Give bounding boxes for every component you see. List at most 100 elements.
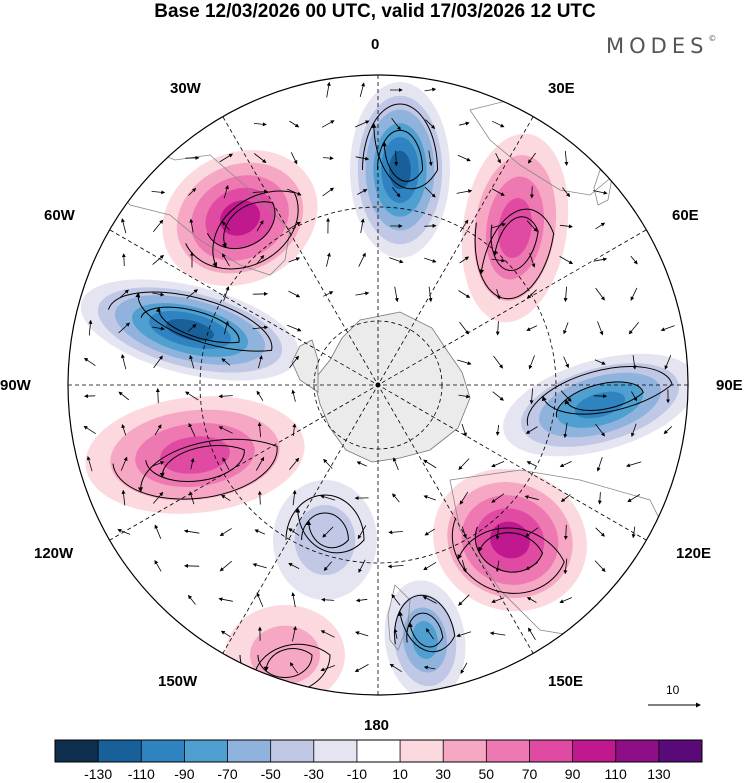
- colorbar-tick-label: 110: [604, 766, 627, 782]
- wind-vector: [323, 291, 334, 297]
- colorbar-tick-label: -10: [346, 766, 368, 782]
- anomaly-contour: [412, 621, 438, 659]
- wind-vector: [424, 87, 437, 92]
- wind-vector: [117, 528, 131, 535]
- south-pole-marker: [375, 382, 381, 388]
- wind-vector: [223, 320, 229, 335]
- anomaly-contour: [294, 505, 356, 575]
- wind-vector: [121, 423, 127, 436]
- wind-vector: [627, 494, 641, 503]
- colorbar-box: [615, 740, 660, 762]
- wind-vector: [563, 356, 569, 369]
- wind-vector: [392, 457, 399, 471]
- streamline-group: [394, 594, 456, 653]
- wind-vector: [357, 189, 368, 195]
- streamline: [377, 129, 424, 182]
- wind-vector: [218, 597, 233, 602]
- antarctic-peninsula: [291, 339, 319, 393]
- wind-vector: [594, 560, 606, 572]
- wind-vector: [152, 461, 165, 467]
- wind-vector: [492, 120, 505, 128]
- wind-vector: [392, 493, 400, 503]
- colorbar-tick-label: -70: [217, 766, 238, 782]
- wind-vector: [423, 495, 436, 501]
- colorbar-box: [443, 740, 487, 762]
- streamline: [362, 103, 439, 190]
- wind-vector: [626, 461, 642, 468]
- wind-vector: [391, 187, 401, 198]
- wind-vector: [221, 494, 231, 502]
- wind-vector: [424, 186, 436, 198]
- streamline-group: [526, 366, 673, 426]
- streamline-group: [112, 438, 278, 500]
- wind-vector: [185, 391, 199, 401]
- wind-vector: [387, 564, 404, 569]
- wind-vector: [320, 494, 336, 501]
- wind-vector: [86, 456, 93, 472]
- colorbar-tick-label: -50: [260, 766, 281, 782]
- wind-vector: [222, 457, 230, 471]
- wind-vector: [292, 625, 297, 642]
- wind-vector: [323, 458, 333, 469]
- wind-vector: [495, 424, 500, 436]
- wind-vector: [458, 290, 471, 298]
- wind-vector: [559, 256, 574, 264]
- streamline: [301, 512, 349, 549]
- lon-label-60w: 60W: [44, 207, 75, 224]
- wind-vector: [258, 355, 263, 369]
- wind-vector: [257, 422, 262, 438]
- streamline: [206, 201, 276, 250]
- wind-vector: [323, 561, 333, 572]
- wind-vector: [252, 325, 269, 330]
- wind-vector: [495, 560, 500, 573]
- wind-vector: [559, 224, 573, 229]
- reference-vector-label: 10: [666, 683, 680, 697]
- colorbar-tick-label: 90: [564, 766, 581, 782]
- wind-vector: [456, 189, 473, 194]
- wind-vector: [321, 597, 335, 602]
- wind-vector: [526, 597, 537, 603]
- streamline: [108, 291, 273, 352]
- colorbar-box: [572, 740, 617, 762]
- wind-vector: [121, 354, 127, 370]
- streamline: [285, 494, 365, 554]
- colorbar-tick-label: 50: [478, 766, 495, 782]
- wind-vector: [256, 220, 264, 232]
- wind-vector: [151, 326, 165, 331]
- latitude-circle-60s: [199, 206, 557, 564]
- streamline: [490, 216, 539, 271]
- wind-vector: [563, 322, 569, 335]
- wind-vector: [595, 527, 605, 537]
- lon-label-30e: 30E: [548, 80, 575, 97]
- wind-vector: [355, 120, 370, 128]
- wind-vector: [631, 526, 636, 539]
- wind-vector: [425, 628, 435, 640]
- anomaly-layer: [80, 82, 688, 695]
- streamline: [474, 526, 544, 573]
- streamline: [257, 648, 313, 678]
- lon-label-0: 0: [371, 36, 380, 53]
- wind-vector: [220, 630, 231, 638]
- wind-vector: [428, 286, 433, 303]
- wind-vector: [326, 81, 331, 98]
- wind-vector: [219, 528, 232, 537]
- lon-label-120e: 120E: [676, 545, 712, 562]
- south-america: [109, 149, 291, 276]
- colorbar-box: [270, 740, 315, 762]
- wind-vector: [221, 358, 231, 366]
- wind-vector: [560, 494, 571, 502]
- wind-vector: [357, 525, 367, 540]
- map-boundary: [67, 74, 689, 696]
- wind-vector: [389, 257, 404, 264]
- wind-vector: [219, 560, 232, 572]
- wind-vector: [422, 596, 437, 604]
- colorbar-frame: [54, 739, 703, 763]
- wind-vector: [495, 525, 500, 540]
- wind-vector: [288, 563, 300, 569]
- streamline: [451, 517, 565, 594]
- colorbar-tick-label: -30: [303, 766, 324, 782]
- wind-vector: [461, 526, 467, 539]
- wind-vector: [223, 185, 229, 199]
- wind-vector: [360, 218, 365, 233]
- wind-vector: [562, 187, 571, 198]
